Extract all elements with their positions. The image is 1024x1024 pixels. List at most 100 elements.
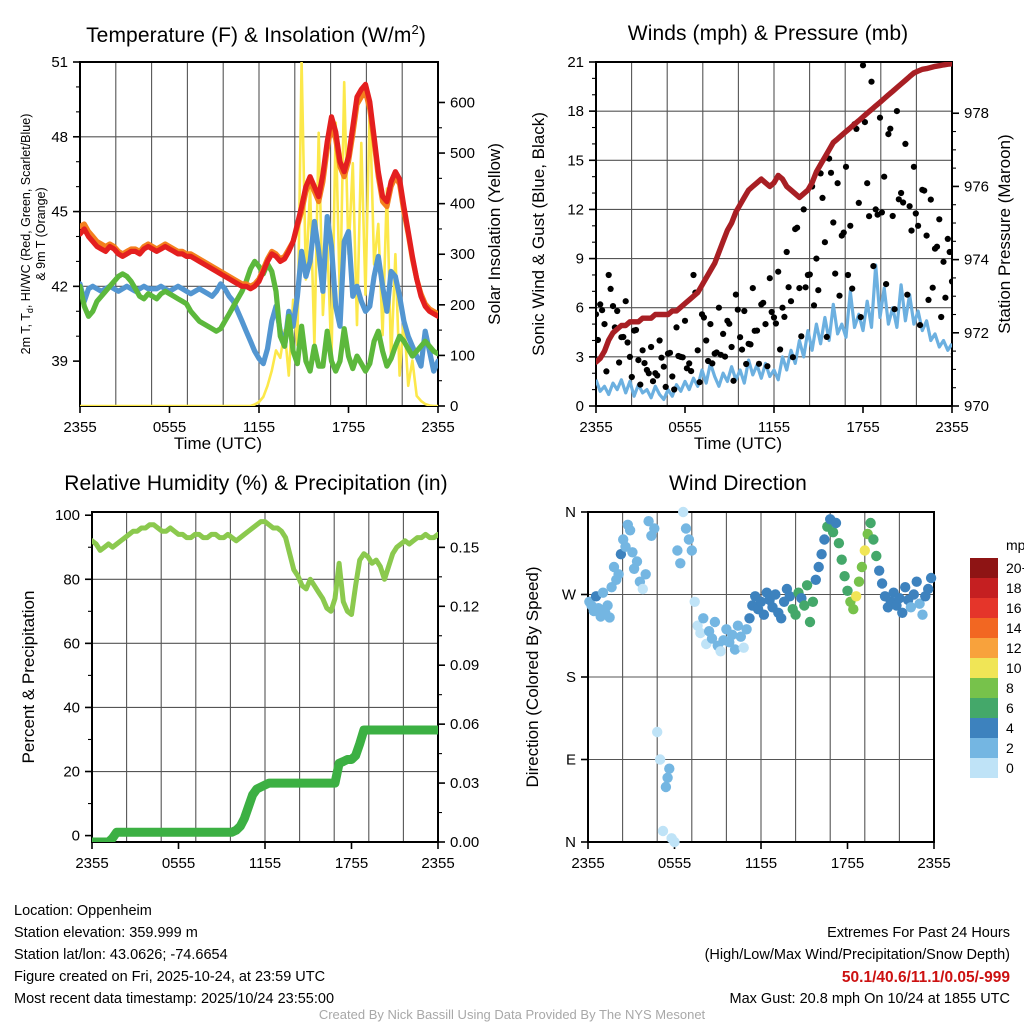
- gust-data-point: [673, 324, 680, 331]
- gust-data-point: [775, 268, 782, 275]
- x-axis-tick-label: 1755: [332, 419, 365, 436]
- humidity-y-axis-label: Percent & Precipitation: [19, 591, 38, 764]
- wind-direction-point: [830, 517, 842, 529]
- temperature-panel-title: Temperature (F) & Insolation (W/m2): [0, 22, 512, 48]
- humidity-chart-svg: 0 20 40 60 80 100 0.00 0.03 0.06 0.09 0.12 0.15 2355…: [19, 507, 479, 872]
- legend-color-swatch: [970, 718, 998, 738]
- gust-data-point: [881, 173, 888, 180]
- series-hi-wc: [80, 214, 438, 374]
- wind-direction-point: [735, 631, 746, 642]
- gust-data-point: [666, 349, 674, 356]
- gust-data-point: [819, 194, 826, 201]
- y-axis-tick-label: 0: [576, 398, 584, 415]
- gust-data-point: [609, 303, 617, 310]
- y-axis-tick-label: 18: [567, 103, 584, 120]
- temperature-y-axis-label-line2: & 9m T (Orange): [34, 187, 48, 280]
- max-gust-line: Max Gust: 20.8 mph On 10/24 at 1855 UTC: [729, 991, 1010, 1007]
- wind-direction-point: [689, 596, 700, 607]
- gust-data-point: [802, 284, 809, 291]
- legend-tick-label: 2: [1006, 740, 1014, 756]
- x-axis-tick-label: 1155: [249, 855, 281, 872]
- gust-data-point: [878, 209, 885, 216]
- gust-data-point: [738, 346, 746, 353]
- gust-data-point: [632, 326, 640, 334]
- wind-direction-point: [637, 583, 648, 595]
- gust-data-point: [753, 327, 761, 334]
- legend-color-swatch: [970, 698, 998, 718]
- gust-data-point: [827, 169, 835, 176]
- wind-direction-point: [865, 517, 876, 529]
- gust-data-point: [870, 263, 877, 270]
- y2-axis-tick-label: 0.09: [450, 657, 479, 674]
- gust-data-point: [950, 351, 952, 357]
- legend-color-swatch: [970, 578, 998, 598]
- wind-direction-panel-title: Wind Direction: [669, 472, 807, 495]
- wind-direction-point: [770, 589, 781, 600]
- gust-data-point: [766, 275, 773, 282]
- wind-direction-point: [905, 602, 917, 613]
- gust-data-point: [694, 347, 701, 354]
- legend-tick-label: 18: [1006, 580, 1022, 596]
- gust-data-point: [906, 203, 913, 210]
- wind-direction-point: [894, 593, 905, 604]
- gust-data-point: [785, 284, 792, 291]
- gust-data-point: [660, 363, 667, 370]
- legend-tick-label: 10: [1006, 660, 1022, 676]
- wind-direction-point: [741, 624, 752, 635]
- gust-data-point: [762, 321, 769, 328]
- series-relative-humidity: [92, 519, 438, 617]
- x-axis-tick-label: 2355: [917, 855, 950, 872]
- gust-data-point: [696, 379, 703, 386]
- humidity-series-group: [92, 519, 438, 842]
- y-axis-tick-label: 40: [63, 699, 80, 716]
- gust-data-point: [728, 343, 735, 351]
- series-2m-t: [80, 81, 438, 319]
- gust-data-point: [597, 301, 604, 308]
- y-axis-tick-label: 21: [567, 54, 584, 71]
- gust-data-point: [800, 206, 807, 213]
- wind-direction-point: [804, 616, 816, 628]
- y2-axis-tick-label: 200: [450, 297, 475, 314]
- temperature-series-group: [80, 62, 438, 406]
- gust-data-point: [649, 378, 657, 385]
- gust-data-point: [872, 206, 879, 213]
- gust-data-point: [885, 131, 892, 138]
- temperature-xaxis-title: Time (UTC): [173, 434, 263, 453]
- legend-tick-label: 8: [1006, 680, 1014, 696]
- legend-tick-label: 14: [1006, 620, 1022, 636]
- gust-data-point: [916, 322, 924, 329]
- gust-data-point: [599, 307, 606, 314]
- gust-data-point: [737, 334, 744, 341]
- panel-humidity-precipitation: Relative Humidity (%) & Precipitation (i…: [0, 472, 512, 902]
- wind-direction-point: [675, 558, 686, 569]
- y-axis-tick-label: 51: [51, 54, 68, 71]
- gust-data-point: [709, 360, 716, 367]
- x-axis-tick-label: 0555: [668, 419, 701, 436]
- gust-data-point: [915, 222, 922, 229]
- gust-data-point: [734, 306, 741, 313]
- x-axis-tick-label: 2355: [75, 855, 108, 872]
- legend-tick-label: 20+: [1006, 560, 1024, 576]
- wind-direction-point: [816, 549, 827, 560]
- y-axis-tick-label: 3: [576, 349, 584, 366]
- gust-data-point: [946, 248, 952, 256]
- gust-data-point: [781, 313, 788, 320]
- panel-temperature-insolation: Temperature (F) & Insolation (W/m2) 39 42…: [0, 22, 512, 472]
- gust-data-point: [842, 163, 850, 170]
- series-2m-td: [80, 258, 438, 374]
- credit-line: Created By Nick Bassill Using Data Provi…: [318, 1007, 706, 1022]
- winds-xaxis-title: Time (UTC): [693, 434, 783, 453]
- y-axis-tick-label: S: [566, 669, 576, 686]
- panel-wind-direction: Wind Direction N W S E N 2355 0555 1155 1755 2355…: [512, 472, 1024, 902]
- footer-elevation: Station elevation: 359.999 m: [14, 925, 198, 941]
- gust-data-point: [840, 229, 847, 236]
- legend-tick-label: 16: [1006, 600, 1022, 616]
- wind-direction-point: [851, 591, 862, 602]
- wind-direction-point: [917, 609, 928, 620]
- gust-data-point: [883, 281, 890, 288]
- temperature-title-text: Temperature (F) & Insolation (W/m: [86, 24, 412, 47]
- winds-series-group: [596, 62, 952, 401]
- wind-direction-point: [686, 545, 697, 556]
- gust-data-point: [770, 314, 778, 321]
- footer-latlon: Station lat/lon: 43.0626; -74.6654: [14, 947, 228, 963]
